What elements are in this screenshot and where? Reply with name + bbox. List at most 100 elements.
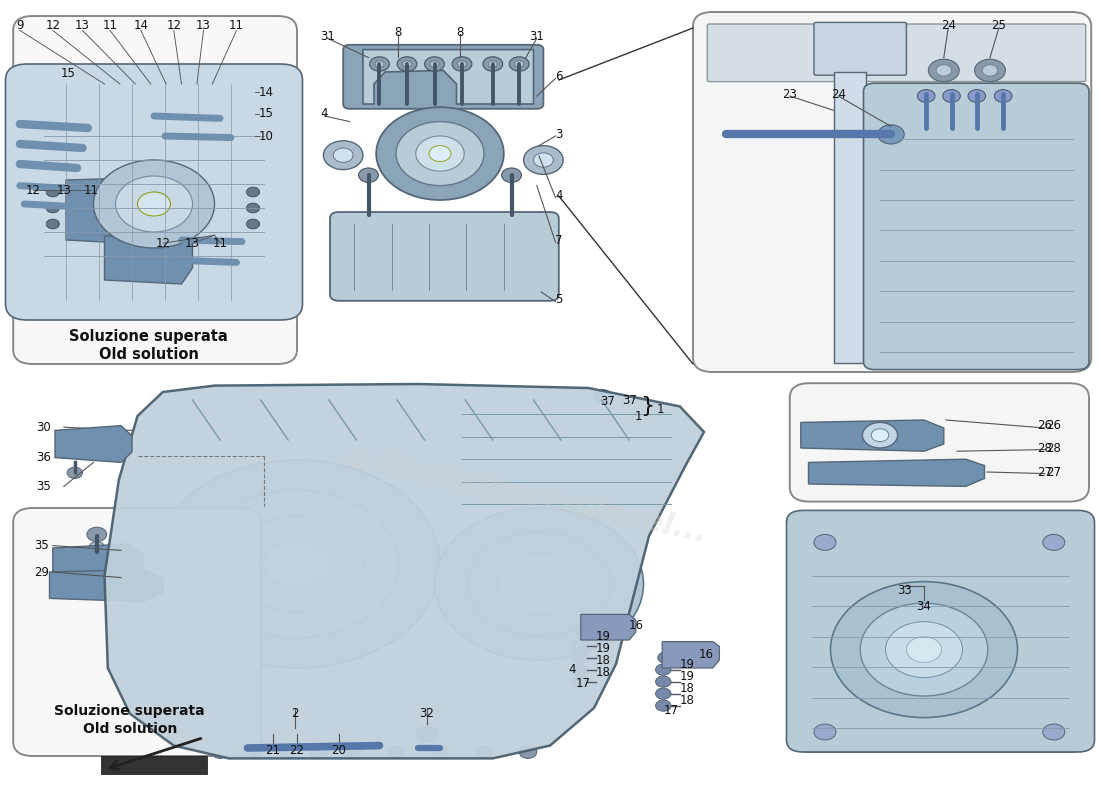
Text: 12: 12 xyxy=(166,19,182,32)
Text: 12: 12 xyxy=(25,184,41,197)
Circle shape xyxy=(277,746,295,758)
FancyBboxPatch shape xyxy=(790,383,1089,502)
Circle shape xyxy=(502,168,521,182)
Text: 37: 37 xyxy=(623,394,638,406)
Text: 37: 37 xyxy=(600,395,615,408)
Circle shape xyxy=(519,746,537,758)
Circle shape xyxy=(375,61,384,67)
Text: 17: 17 xyxy=(663,704,679,717)
Circle shape xyxy=(572,652,587,663)
Circle shape xyxy=(994,90,1012,102)
Text: 17: 17 xyxy=(575,677,591,690)
Text: 29: 29 xyxy=(34,566,50,578)
Text: 11: 11 xyxy=(212,237,228,250)
Circle shape xyxy=(416,136,464,171)
Text: 16: 16 xyxy=(628,619,643,632)
Circle shape xyxy=(830,582,1018,718)
Text: 26: 26 xyxy=(1037,419,1053,432)
Text: 27: 27 xyxy=(1037,466,1053,478)
Circle shape xyxy=(509,57,529,71)
Text: 19: 19 xyxy=(595,630,610,642)
Text: 33: 33 xyxy=(896,584,912,597)
Circle shape xyxy=(982,65,998,76)
Polygon shape xyxy=(53,544,143,576)
Text: 28: 28 xyxy=(1037,442,1053,454)
Circle shape xyxy=(656,700,671,711)
Circle shape xyxy=(871,429,889,442)
Text: 19: 19 xyxy=(680,670,695,682)
Circle shape xyxy=(370,57,389,71)
Polygon shape xyxy=(363,50,534,104)
Text: 18: 18 xyxy=(680,694,695,706)
Circle shape xyxy=(515,61,524,67)
Text: 12: 12 xyxy=(155,237,170,250)
Polygon shape xyxy=(662,642,719,668)
Polygon shape xyxy=(581,614,636,640)
Text: 18: 18 xyxy=(595,654,610,666)
Text: 15: 15 xyxy=(60,67,76,80)
Circle shape xyxy=(246,203,260,213)
Text: 11: 11 xyxy=(229,19,244,32)
Circle shape xyxy=(658,652,673,663)
Circle shape xyxy=(656,688,671,699)
Text: 4: 4 xyxy=(569,663,575,676)
Circle shape xyxy=(46,203,59,213)
Circle shape xyxy=(434,508,644,660)
Text: 9: 9 xyxy=(16,19,23,32)
Circle shape xyxy=(333,148,353,162)
Circle shape xyxy=(572,676,587,687)
Circle shape xyxy=(488,61,497,67)
Polygon shape xyxy=(50,570,163,602)
Circle shape xyxy=(878,125,904,144)
Text: }: } xyxy=(640,396,654,416)
Circle shape xyxy=(886,622,962,678)
Text: 35: 35 xyxy=(34,539,50,552)
Circle shape xyxy=(138,192,170,216)
Text: 18: 18 xyxy=(680,682,695,694)
FancyBboxPatch shape xyxy=(13,508,261,756)
FancyBboxPatch shape xyxy=(6,64,302,320)
Text: 13: 13 xyxy=(185,237,200,250)
Text: 11: 11 xyxy=(84,184,99,197)
Circle shape xyxy=(116,176,192,232)
Text: a ferraripartssincel...: a ferraripartssincel... xyxy=(346,444,710,548)
Circle shape xyxy=(396,122,484,186)
Text: 25: 25 xyxy=(991,19,1006,32)
Circle shape xyxy=(211,746,229,758)
Circle shape xyxy=(425,57,444,71)
Circle shape xyxy=(1043,724,1065,740)
FancyBboxPatch shape xyxy=(693,12,1091,372)
Circle shape xyxy=(483,57,503,71)
Text: 20: 20 xyxy=(331,744,346,757)
Text: 1: 1 xyxy=(635,410,641,422)
Polygon shape xyxy=(104,384,704,758)
Text: 36: 36 xyxy=(36,451,52,464)
Text: 22: 22 xyxy=(289,744,305,757)
Circle shape xyxy=(656,676,671,687)
Text: 6: 6 xyxy=(556,70,562,82)
FancyBboxPatch shape xyxy=(330,212,559,301)
Circle shape xyxy=(975,59,1005,82)
Text: 26: 26 xyxy=(1046,419,1062,432)
Text: 14: 14 xyxy=(258,86,274,98)
Circle shape xyxy=(94,160,214,248)
Circle shape xyxy=(860,603,988,696)
Text: 30: 30 xyxy=(36,421,52,434)
Circle shape xyxy=(656,664,671,675)
Circle shape xyxy=(46,219,59,229)
Text: 13: 13 xyxy=(56,184,72,197)
Circle shape xyxy=(397,57,417,71)
Circle shape xyxy=(572,664,587,675)
Circle shape xyxy=(862,422,898,448)
Polygon shape xyxy=(66,178,160,244)
Circle shape xyxy=(84,445,103,459)
Polygon shape xyxy=(104,236,192,284)
Circle shape xyxy=(343,746,361,758)
Text: 13: 13 xyxy=(75,19,90,32)
Text: 19: 19 xyxy=(680,658,695,670)
Circle shape xyxy=(524,146,563,174)
Text: 28: 28 xyxy=(1046,442,1062,454)
Text: 16: 16 xyxy=(698,648,714,661)
Polygon shape xyxy=(55,426,132,462)
Circle shape xyxy=(196,490,398,638)
